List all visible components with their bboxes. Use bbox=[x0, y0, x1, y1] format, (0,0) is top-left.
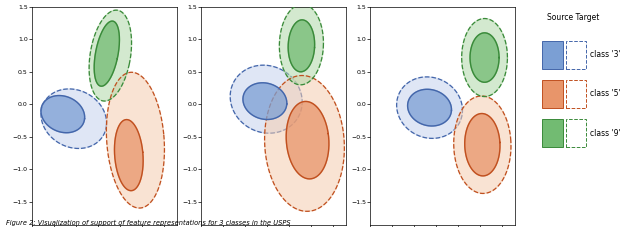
Text: Source Target: Source Target bbox=[547, 13, 599, 22]
FancyBboxPatch shape bbox=[542, 41, 563, 69]
Text: class '5': class '5' bbox=[590, 89, 621, 99]
Polygon shape bbox=[408, 89, 451, 126]
Polygon shape bbox=[94, 21, 120, 86]
Polygon shape bbox=[106, 72, 164, 208]
Polygon shape bbox=[115, 120, 143, 191]
Polygon shape bbox=[279, 4, 323, 85]
Polygon shape bbox=[461, 19, 508, 96]
Polygon shape bbox=[41, 89, 107, 148]
FancyBboxPatch shape bbox=[542, 80, 563, 108]
FancyBboxPatch shape bbox=[566, 80, 586, 108]
Text: class '9': class '9' bbox=[590, 129, 621, 138]
Polygon shape bbox=[470, 33, 499, 82]
Polygon shape bbox=[230, 65, 302, 133]
Polygon shape bbox=[41, 96, 84, 133]
Polygon shape bbox=[264, 76, 344, 211]
FancyBboxPatch shape bbox=[566, 41, 586, 69]
Polygon shape bbox=[286, 101, 329, 179]
Polygon shape bbox=[454, 96, 511, 193]
Text: class '3': class '3' bbox=[590, 50, 621, 59]
Polygon shape bbox=[288, 20, 315, 72]
Polygon shape bbox=[465, 114, 500, 176]
Text: Figure 2: Visualization of support of feature representations for 3 classes in t: Figure 2: Visualization of support of fe… bbox=[6, 220, 291, 226]
FancyBboxPatch shape bbox=[542, 119, 563, 147]
Polygon shape bbox=[243, 83, 287, 119]
FancyBboxPatch shape bbox=[566, 119, 586, 147]
Polygon shape bbox=[89, 10, 132, 101]
Polygon shape bbox=[397, 77, 463, 138]
